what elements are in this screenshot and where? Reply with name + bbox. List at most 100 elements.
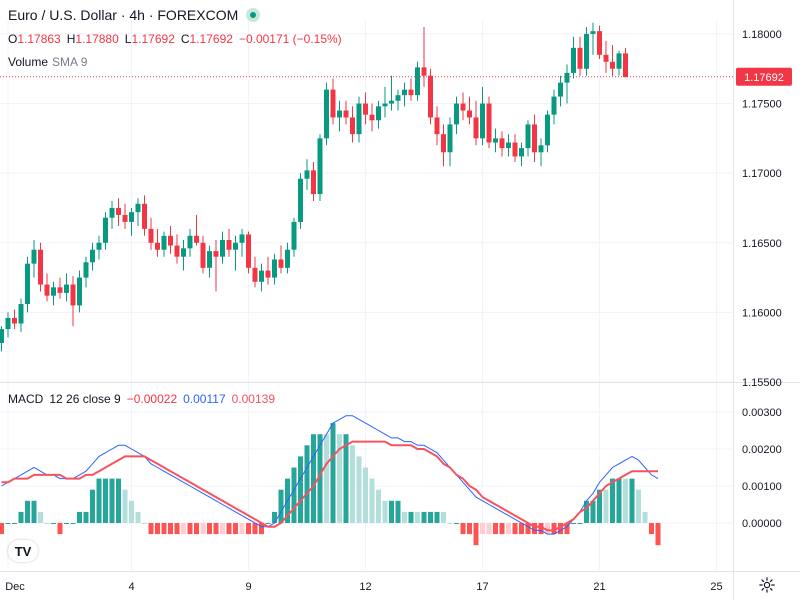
macd-histogram-bar [200,523,206,535]
macd-histogram-bar [597,489,602,523]
macd-histogram-bar [129,500,134,523]
macd-histogram-bar [551,523,557,535]
macd-histogram-bar [369,478,375,523]
candle-body [103,217,108,243]
macd-histogram-bar [558,523,563,535]
candle-body [551,96,557,115]
macd-histogram-bar [12,523,17,524]
close-value: 1.17692 [189,32,233,46]
macd-histogram-bar [545,523,550,535]
macd-histogram-bar [5,523,11,524]
candle-body [259,270,264,282]
macd-histogram-bar [51,523,56,524]
candle-body [5,317,11,330]
candle-body [0,329,4,344]
macd-histogram-bar [239,523,245,535]
candle-body [434,117,440,135]
candle-body [486,103,492,143]
macd-line [1,415,659,535]
candle-body [454,103,459,125]
candle-body [350,117,355,135]
candle-body [272,259,277,278]
chart-header: Euro / U.S. Dollar · 4h · FOREXCOM [8,7,261,23]
macd-histogram-bar [337,434,342,523]
macd-histogram-bar [590,500,596,523]
tradingview-logo-icon[interactable]: TV [8,540,38,562]
candle-body [25,263,30,305]
last-price-badge [736,67,792,86]
candle-body [77,277,82,306]
macd-tick-label: 0.00300 [742,407,782,419]
candle-body [148,228,154,243]
macd-histogram-bar [603,489,609,523]
macd-histogram-bar [226,523,232,535]
macd-histogram-bar [389,500,394,523]
macd-histogram-bar [616,478,622,523]
macd-histogram-bar [486,523,492,535]
candle-body [187,235,193,249]
macd-histogram-bar [363,467,368,523]
candle-body [38,249,43,285]
macd-label: MACD [8,392,44,406]
macd-histogram-bar [259,523,264,535]
candle-body [129,212,134,222]
macd-legend[interactable]: MACD 12 26 close 9 −0.00022 0.00117 0.00… [8,392,275,406]
macd-histogram-bar [382,500,388,523]
candle-body [64,284,69,293]
macd-histogram-bar [103,478,108,523]
candle-body [252,267,258,282]
price-tick-label: 1.16000 [742,307,782,319]
macd-histogram-bar [109,478,115,523]
macd-histogram-bar [499,523,505,535]
close-label: C [180,32,190,46]
candle-body [460,103,466,111]
macd-histogram-bar [311,434,316,523]
candle-body [493,138,498,143]
macd-histogram-bar [636,489,641,523]
macd-histogram-bar [519,523,524,535]
time-tick-label: 12 [359,581,371,593]
candle-body [324,89,329,139]
macd-histogram-bar [655,523,661,546]
macd-histogram-bar [428,511,433,523]
candle-body [532,124,537,153]
symbol-title[interactable]: Euro / U.S. Dollar · 4h · FOREXCOM [8,7,239,23]
candle-body [265,270,271,278]
candle-body [220,239,225,257]
macd-histogram-bar [220,523,225,535]
candle-body [168,235,173,246]
macd-histogram-bar [467,523,472,535]
macd-histogram-bar [272,511,277,523]
candle-body [343,110,349,118]
macd-histogram-bar [571,523,576,524]
macd-histogram-bar [0,523,4,535]
candle-body [558,82,563,97]
gear-icon[interactable] [758,576,776,594]
macd-histogram-bar [207,523,212,535]
candle-body [545,114,550,146]
macd-hist-value: −0.00022 [126,392,178,406]
macd-histogram-bar [213,523,219,535]
candle-body [311,170,316,195]
macd-histogram-bar [70,523,76,524]
candle-body [96,242,102,250]
candle-body [506,142,511,149]
candle-body [337,110,342,118]
macd-histogram-bar [174,523,180,535]
macd-histogram-bar [395,500,401,523]
macd-histogram-bar [564,523,570,535]
price-tick-label: 1.15500 [742,377,782,389]
macd-histogram-bar [90,489,95,523]
macd-histogram-bar [330,423,336,523]
candle-body [285,249,290,268]
candle-body [317,138,323,195]
macd-histogram-bar [25,500,30,523]
macd-histogram-bar [194,523,199,535]
volume-legend[interactable]: Volume SMA 9 [8,55,87,69]
candle-body [116,207,121,215]
signal-line [1,440,658,532]
candle-body [135,203,141,213]
macd-histogram-bar [584,500,589,523]
candle-body [155,242,160,250]
